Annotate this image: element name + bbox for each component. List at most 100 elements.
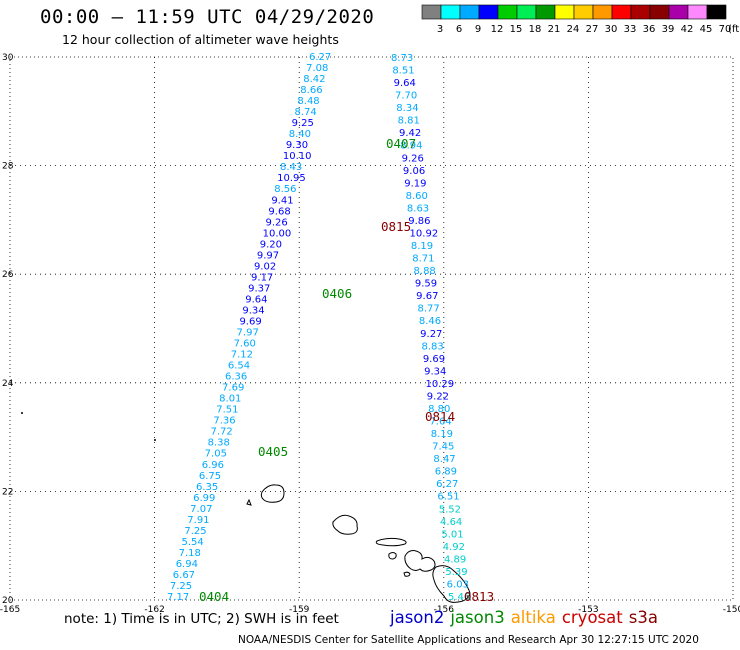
wave-height-label: 8.71 <box>412 254 434 265</box>
wave-height-label: 5.54 <box>181 537 203 548</box>
colorbar-label: 24 <box>567 24 580 35</box>
pass-ids: 0404 0405 0406 0407 0813 0814 0815 <box>199 136 494 604</box>
colorbar-swatch <box>706 4 727 20</box>
wave-height-label: 9.20 <box>260 239 282 250</box>
wave-height-label: 9.30 <box>286 140 308 151</box>
wave-height-label: 8.01 <box>219 394 241 405</box>
wave-height-label: 9.25 <box>292 118 314 129</box>
track-labels: 6.277.088.428.668.488.749.258.409.3010.1… <box>167 52 470 603</box>
wave-height-label: 5.01 <box>441 529 463 540</box>
wave-height-label: 6.75 <box>199 471 221 482</box>
pass-id-label: 0406 <box>322 286 352 301</box>
wave-height-label: 4.92 <box>443 542 465 553</box>
wave-height-label: 7.18 <box>179 548 201 559</box>
wave-height-label: 9.26 <box>402 153 424 164</box>
wave-height-label: 6.67 <box>173 570 195 581</box>
wave-height-label: 10.10 <box>283 151 312 162</box>
wave-height-label: 6.89 <box>435 467 457 478</box>
wave-height-label: 7.69 <box>222 383 244 394</box>
wave-height-label: 7.64 <box>429 417 451 428</box>
colorbar-label: 3 <box>437 24 443 35</box>
wave-height-label: 8.94 <box>400 141 422 152</box>
legend-entry: altika <box>510 608 556 627</box>
legend-entry: jason2 <box>390 608 445 627</box>
wave-height-label: 9.67 <box>416 291 438 302</box>
wave-height-label: 10.92 <box>410 228 439 239</box>
lon-tick-label: -150 <box>723 605 740 615</box>
colorbar-label: 33 <box>624 24 637 35</box>
wave-height-label: 7.91 <box>187 515 209 526</box>
island-oahu <box>332 514 358 535</box>
colorbar-label: 12 <box>491 24 504 35</box>
wave-height-label: 8.63 <box>407 203 429 214</box>
wave-height-label: 5.39 <box>445 567 467 578</box>
wave-height-label: 8.74 <box>295 107 317 118</box>
lon-tick-label: -156 <box>434 605 455 615</box>
wave-height-label: 7.36 <box>213 416 235 427</box>
wave-height-label: 4.89 <box>444 554 466 565</box>
page-title: 00:00 – 11:59 UTC 04/29/2020 <box>40 6 375 28</box>
wave-height-label: 9.34 <box>242 305 264 316</box>
pass-id-label: 0404 <box>199 589 229 604</box>
lat-tick-label: 30 <box>2 53 14 63</box>
lat-tick-label: 28 <box>2 162 14 172</box>
pass-id-label: 0813 <box>464 589 494 604</box>
colorbar-label: 42 <box>681 24 694 35</box>
wave-height-label: 9.34 <box>424 366 446 377</box>
island-niihau <box>246 498 252 506</box>
map-frame <box>9 56 734 601</box>
wave-height-label: 10.00 <box>263 228 292 239</box>
wave-height-label: 7.60 <box>234 339 256 350</box>
wave-height-label: 7.05 <box>205 449 227 460</box>
colorbar-label: 21 <box>548 24 561 35</box>
hawaiian-islands <box>246 484 471 603</box>
wave-height-label: 8.80 <box>428 404 450 415</box>
wave-height-label: 7.70 <box>395 91 417 102</box>
wave-height-label: 9.17 <box>251 272 273 283</box>
wave-height-label: 9.68 <box>268 206 290 217</box>
wave-height-label: 7.17 <box>167 592 189 603</box>
wave-height-label: 7.12 <box>231 350 253 361</box>
wave-height-label: 8.38 <box>208 438 230 449</box>
footnote: note: 1) Time is in UTC; 2) SWH is in fe… <box>64 611 339 627</box>
wave-height-label: 8.19 <box>431 429 453 440</box>
wave-height-label: 7.08 <box>306 63 328 74</box>
wave-height-label: 7.72 <box>210 427 232 438</box>
lon-tick-label: -153 <box>578 605 598 615</box>
wave-height-label: 6.27 <box>309 52 331 63</box>
wave-height-label: 6.96 <box>202 460 224 471</box>
colorbar-label: 39 <box>662 24 675 35</box>
island-dot <box>21 412 23 414</box>
wave-height-label: 5.46 <box>448 592 470 603</box>
island-maui <box>404 550 436 572</box>
wave-height-label: 7.07 <box>190 504 212 515</box>
wave-height-label: 6.27 <box>436 479 458 490</box>
wave-height-label: 8.42 <box>303 74 325 85</box>
wave-height-label: 6.36 <box>225 372 247 383</box>
wave-height-label: 9.64 <box>245 294 267 305</box>
wave-height-label: 9.69 <box>423 354 445 365</box>
wave-height-label: 7.45 <box>432 442 454 453</box>
wave-height-label: 9.64 <box>394 78 416 89</box>
colorbar-label: 30 <box>605 24 618 35</box>
wave-height-label: 8.48 <box>297 96 319 107</box>
wave-height-label: 9.06 <box>403 166 425 177</box>
wave-height-label: 9.22 <box>427 391 449 402</box>
colorbar-label: 36 <box>643 24 656 35</box>
wave-height-label: 8.51 <box>392 66 414 77</box>
colorbar-label: 70 <box>719 24 732 35</box>
lat-tick-label: 24 <box>2 379 14 389</box>
lon-tick-label: -162 <box>144 605 164 615</box>
island-molokai <box>375 537 407 547</box>
wave-height-label: 9.26 <box>266 217 288 228</box>
wave-height-label: 6.35 <box>196 482 218 493</box>
wave-height-label: 8.73 <box>391 53 413 64</box>
graticule <box>10 57 733 600</box>
wave-height-label: 9.69 <box>239 316 261 327</box>
legend-entry: cryosat <box>561 608 623 627</box>
lon-tick-label: -159 <box>289 605 310 615</box>
wave-height-label: 9.97 <box>257 250 279 261</box>
wave-height-label: 6.51 <box>437 492 459 503</box>
wave-height-label: 8.66 <box>300 85 322 96</box>
lat-tick-label: 26 <box>2 270 14 280</box>
